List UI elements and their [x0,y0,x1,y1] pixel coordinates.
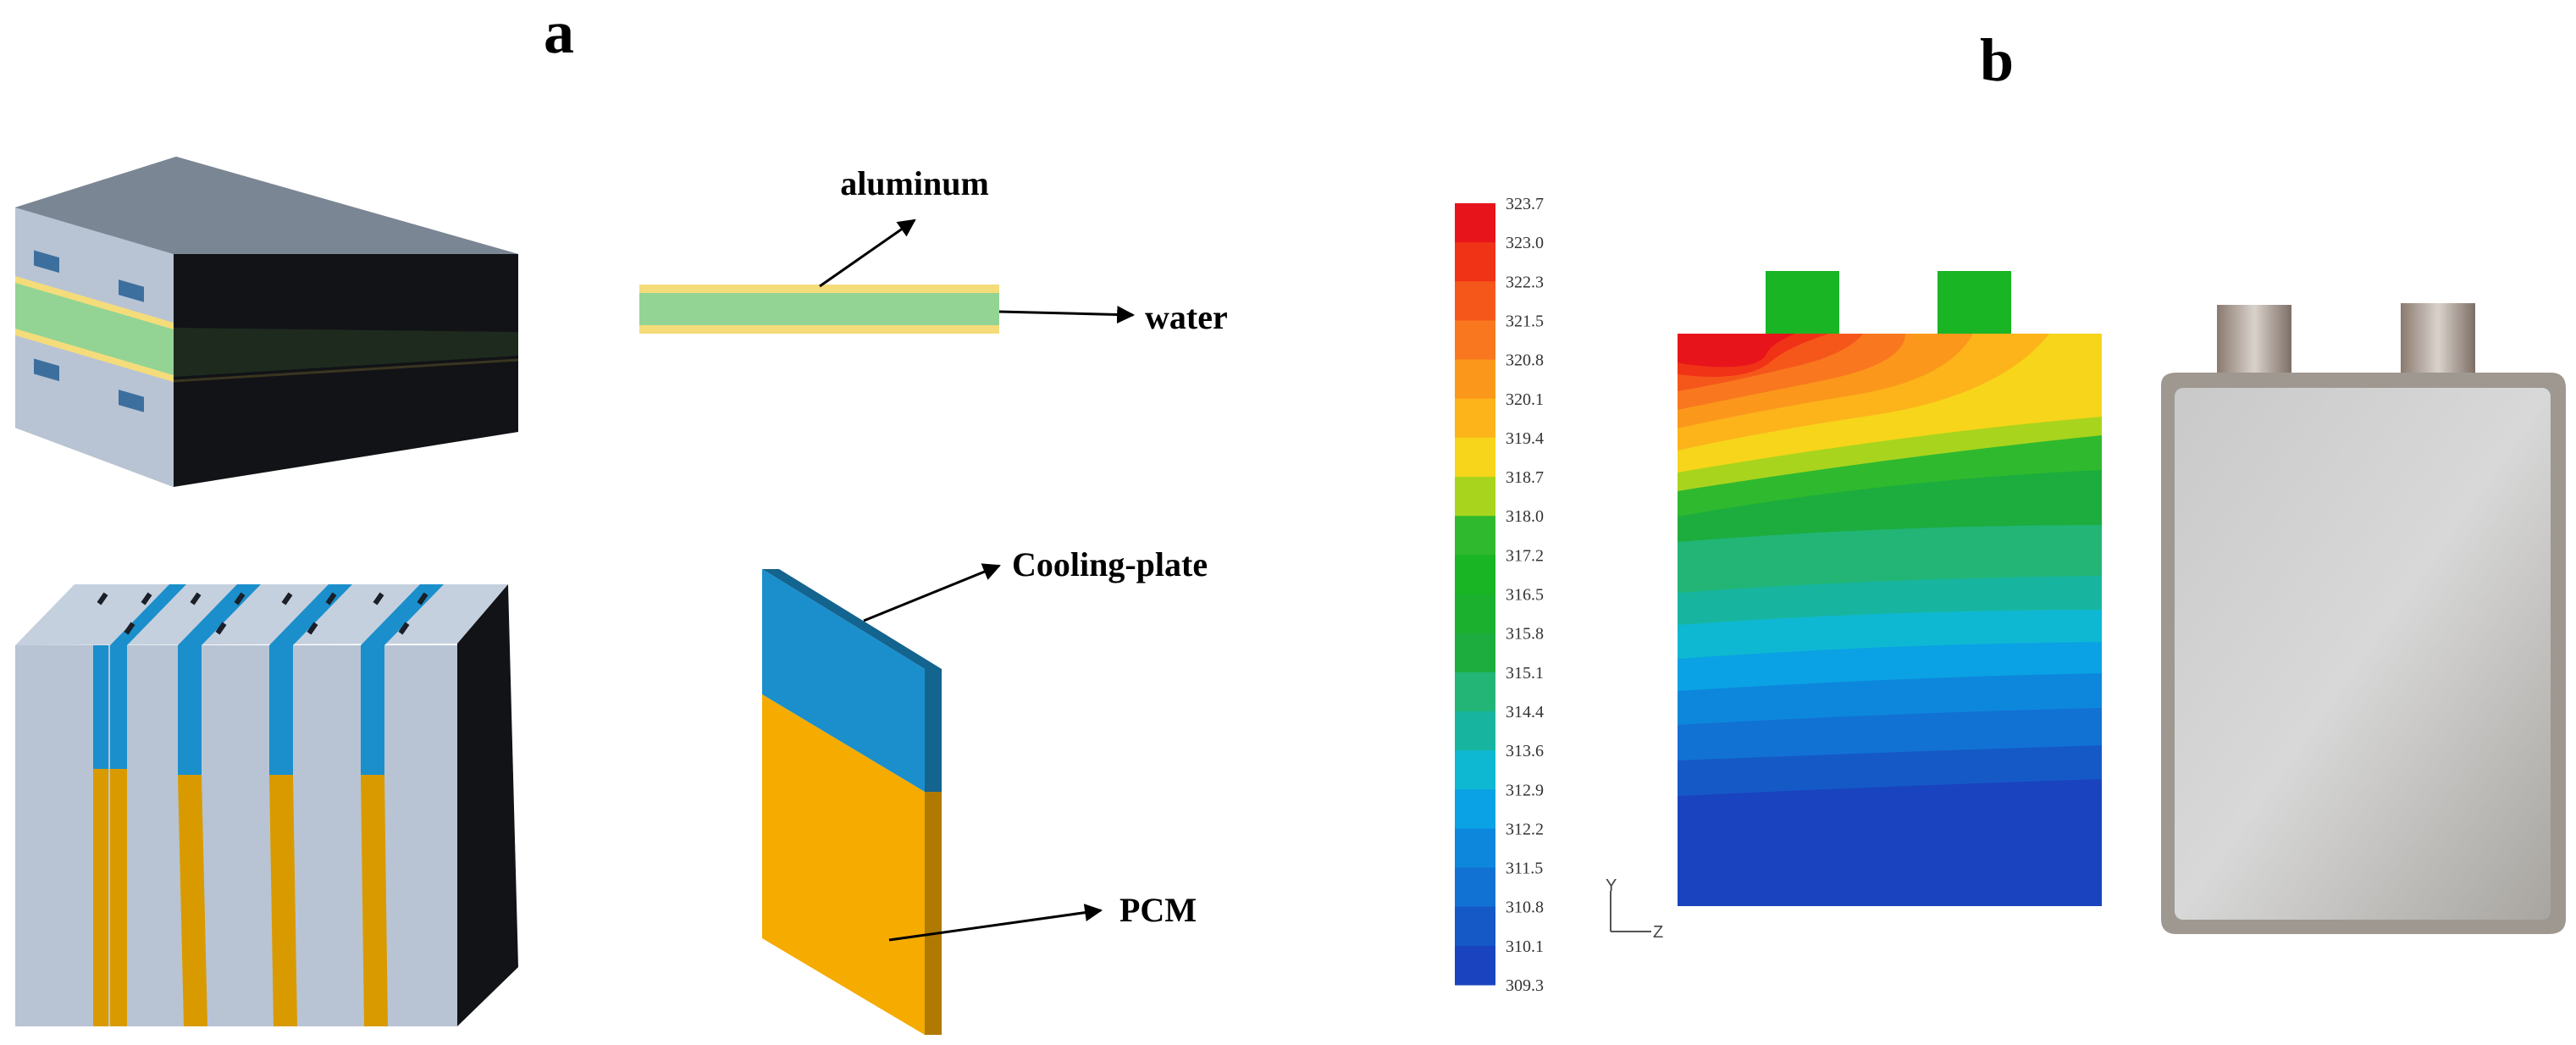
cooling-strip [361,645,384,775]
contour-tab-left [1766,271,1839,334]
colorbar-swatch [1455,359,1495,400]
pcm-strip [269,775,297,1026]
colorbar-tick-label: 318.7 [1506,468,1544,487]
axis-label-y: Y [1606,876,1617,895]
colorbar-tick-label: 315.1 [1506,664,1544,683]
cooling-plate-face [762,569,925,792]
tab-marker [119,390,144,412]
colorbar-tick-label: 313.6 [1506,742,1544,760]
colorbar-swatch [1455,750,1495,790]
panel-label-a: a [544,0,574,66]
colorbar-swatch [1455,516,1495,556]
colorbar-swatch [1455,555,1495,594]
colorbar-swatch [1455,594,1495,634]
temperature-colorbar: 323.7 323.0 322.3 321.5 320.8 320.1 319.4 318.7… [1455,195,1544,995]
label-pcm: PCM [1119,891,1197,929]
pcm-arrow [888,904,1103,942]
photo-tab-right [2401,303,2475,381]
colorbar-tick-label: 320.1 [1506,390,1544,409]
contour-tab-right [1938,271,2011,334]
colorbar-tick-label: 318.0 [1506,507,1544,526]
pouch-cell-photo [2161,303,2566,934]
panel-label-b: b [1980,26,2014,94]
temperature-contour [1678,271,2102,906]
colorbar-tick-label: 314.4 [1506,703,1544,722]
colorbar-swatch [1455,320,1495,361]
colorbar-tick-label: 320.8 [1506,351,1544,370]
colorbar-tick-label: 312.9 [1506,781,1544,799]
colorbar-tick-label: 323.7 [1506,195,1544,213]
pcm-module-side [457,584,518,1026]
water-arrow [998,306,1136,324]
label-cooling-plate: Cooling-plate [1012,545,1208,583]
pcm-strip [178,775,207,1026]
colorbar-swatch [1455,945,1495,986]
photo-tab-left [2217,305,2291,381]
colorbar-swatch [1455,867,1495,908]
photo-cell-body [2175,388,2551,920]
water-channel [639,293,999,325]
axis-triad [1610,891,1651,932]
colorbar-swatch [1455,437,1495,478]
colorbar-tick-label: 310.8 [1506,898,1544,917]
colorbar-swatch [1455,828,1495,869]
cooling-plate-arrow [863,563,1001,622]
colorbar-swatch [1455,242,1495,282]
colorbar-tick-label: 322.3 [1506,273,1544,291]
colorbar-swatch [1455,203,1495,243]
tab-marker [34,358,59,382]
module-water-layer [15,281,174,377]
colorbar-swatch [1455,477,1495,517]
label-water: water [1145,298,1228,336]
cooling-plate-pcm-unit [762,569,942,1035]
colorbar-swatch [1455,281,1495,321]
colorbar-swatch [1455,398,1495,439]
colorbar-tick-label: 323.0 [1506,234,1544,252]
colorbar-tick-label: 321.5 [1506,312,1544,330]
cooling-strip [178,645,202,775]
module-top-face [15,157,518,254]
colorbar-swatch [1455,710,1495,751]
label-aluminum: aluminum [840,164,989,202]
stacked-module [15,157,519,487]
colorbar-tick-label: 316.5 [1506,586,1544,605]
colorbar-tick-label: 315.8 [1506,625,1544,644]
plate-cross-section [639,285,999,334]
pcm-strip [361,775,388,1026]
colorbar-tick-label: 312.2 [1506,820,1544,838]
pcm-face [762,694,925,1035]
pcm-module [15,584,518,1026]
aluminum-arrow [819,218,916,288]
colorbar-swatch [1455,633,1495,673]
tab-marker [34,250,59,274]
colorbar-tick-label: 319.4 [1506,429,1544,448]
colorbar-tick-label: 311.5 [1506,860,1543,878]
pcm-module-front [15,645,457,1026]
tab-marker [119,279,144,302]
colorbar-swatch [1455,906,1495,947]
colorbar-tick-label: 309.3 [1506,976,1544,995]
axis-label-z: Z [1653,923,1663,942]
cooling-strip [269,645,293,775]
colorbar-tick-label: 310.1 [1506,937,1544,956]
colorbar-tick-label: 317.2 [1506,546,1544,565]
colorbar-swatch [1455,789,1495,829]
colorbar-swatch [1455,672,1495,712]
